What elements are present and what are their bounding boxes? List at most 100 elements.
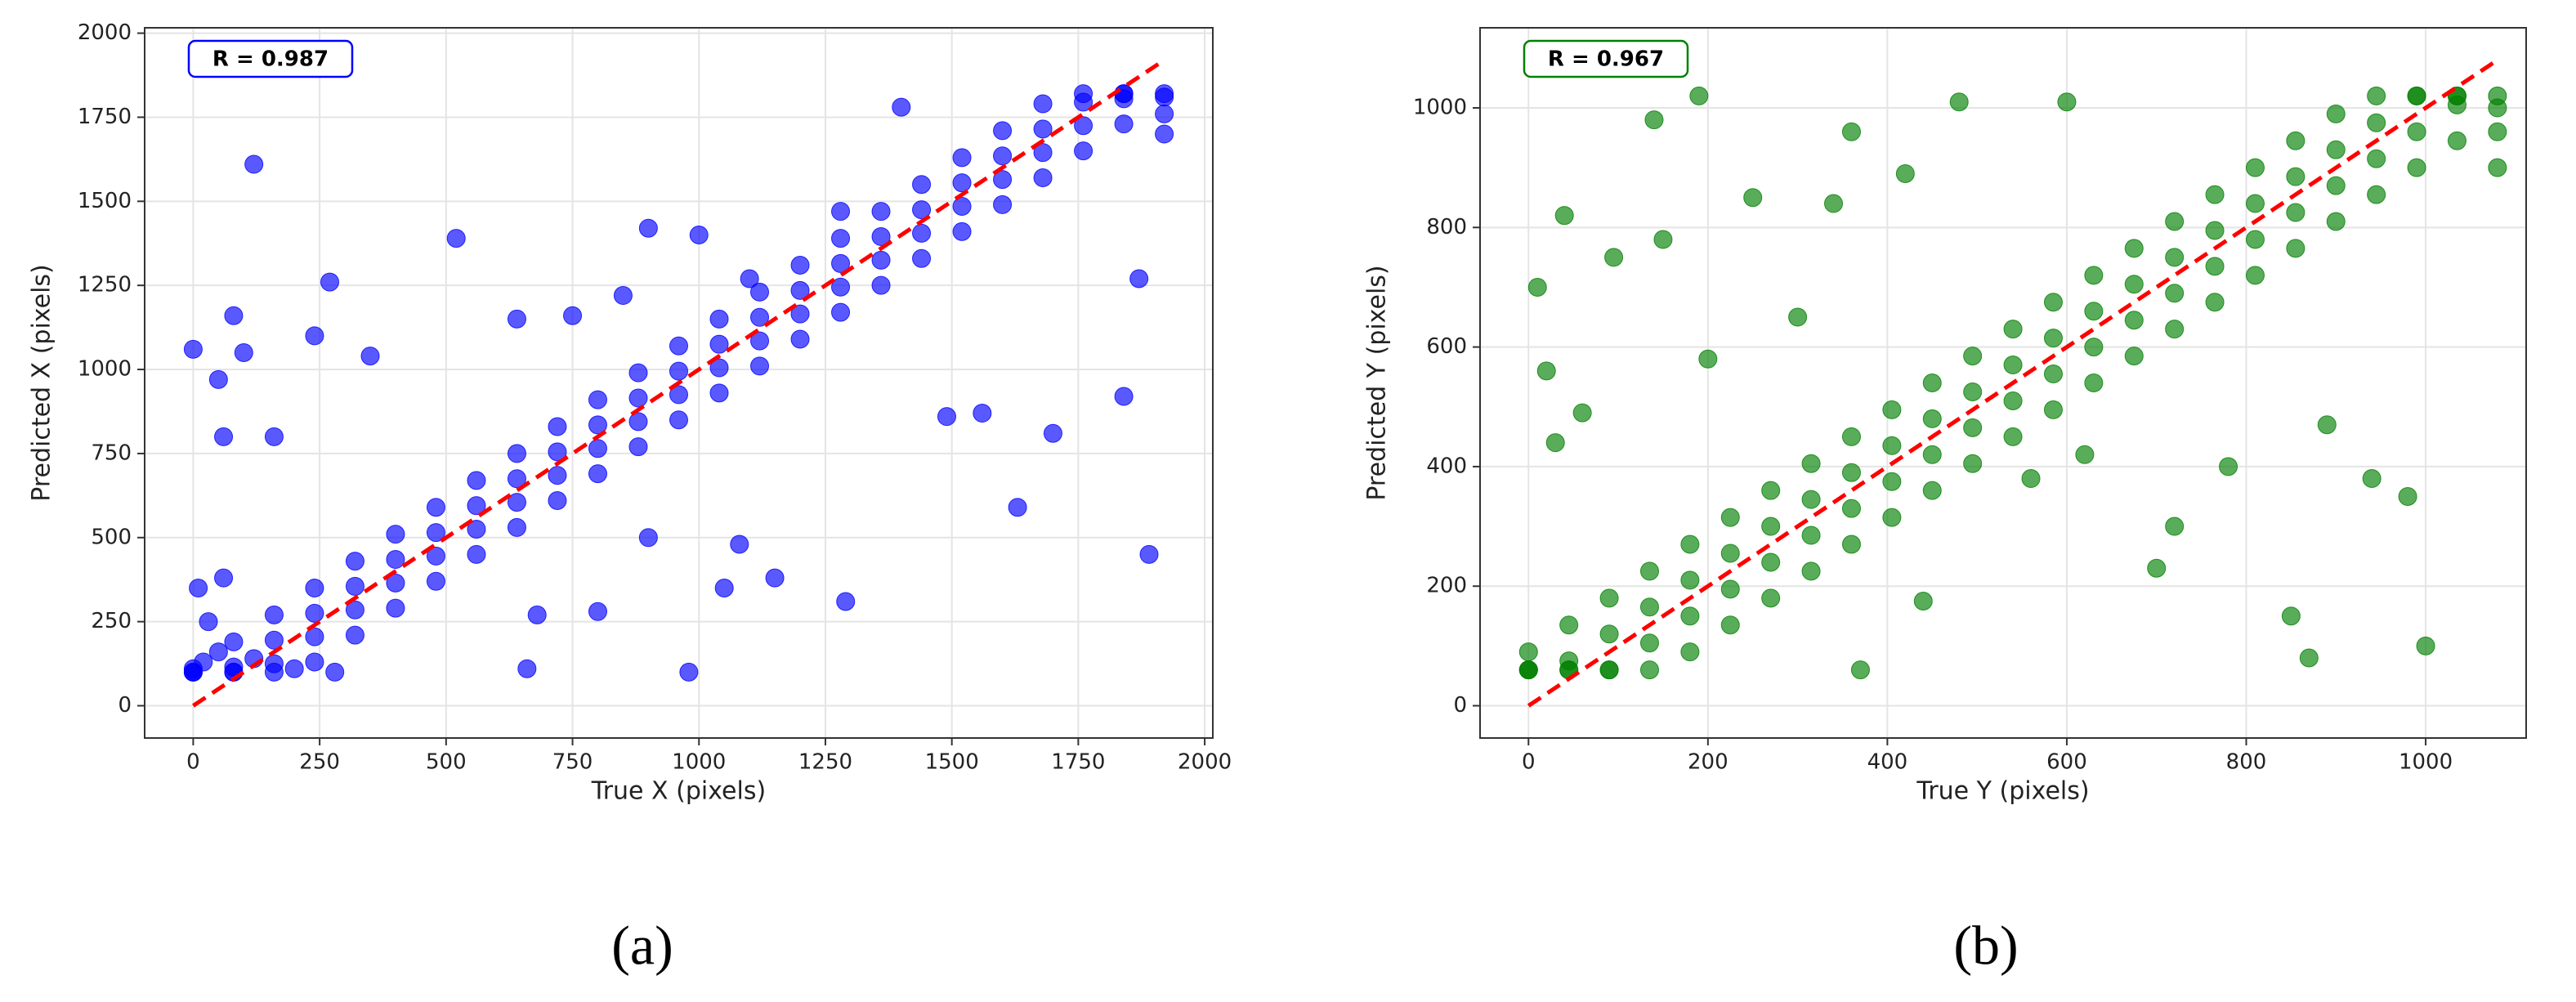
y-tick-label: 0 <box>118 693 132 718</box>
point <box>1033 143 1053 163</box>
point <box>831 277 851 297</box>
point <box>1720 579 1740 599</box>
point <box>679 662 699 682</box>
point <box>790 280 810 300</box>
point <box>244 154 264 174</box>
point <box>2245 194 2265 213</box>
point <box>2084 374 2104 392</box>
y-axis-label: Predicted X (pixels) <box>28 264 56 502</box>
point <box>345 625 364 645</box>
point <box>588 415 607 435</box>
x-tick-label: 2000 <box>1178 750 1232 775</box>
point <box>1761 588 1781 608</box>
point <box>912 223 932 243</box>
point <box>1761 517 1781 536</box>
x-tick-label: 1500 <box>925 750 979 775</box>
point <box>305 578 324 597</box>
point <box>2326 176 2346 195</box>
point <box>790 329 810 349</box>
y-tick-label: 750 <box>91 441 132 465</box>
point <box>284 659 304 678</box>
point <box>588 464 607 484</box>
point <box>467 471 486 490</box>
point <box>912 248 932 268</box>
point <box>1882 400 1902 419</box>
point <box>305 652 324 672</box>
point <box>1599 660 1619 680</box>
point <box>1841 427 1861 446</box>
point <box>669 336 688 356</box>
point <box>345 600 364 620</box>
point <box>709 309 729 329</box>
point <box>1639 561 1659 581</box>
point <box>1882 472 1902 491</box>
point <box>2407 122 2426 141</box>
point <box>790 255 810 275</box>
point <box>638 218 658 238</box>
point <box>264 630 284 650</box>
point <box>2124 311 2144 330</box>
point <box>1895 163 1915 183</box>
point <box>689 225 709 244</box>
point <box>1155 84 1174 104</box>
point <box>1114 84 1134 104</box>
point <box>2407 86 2426 105</box>
point <box>426 571 445 591</box>
point <box>1841 499 1861 518</box>
point <box>1680 606 1700 626</box>
point <box>709 358 729 378</box>
point <box>305 627 324 646</box>
x-tick-label: 400 <box>1867 750 1908 775</box>
point <box>790 304 810 324</box>
point <box>2205 257 2225 276</box>
point <box>2367 113 2386 132</box>
point <box>1913 591 1933 611</box>
point <box>2084 338 2104 357</box>
point <box>628 388 648 408</box>
point <box>548 466 567 485</box>
point <box>1801 561 1821 581</box>
point <box>214 568 234 588</box>
y-tick-label: 2000 <box>78 20 132 45</box>
point <box>446 229 466 248</box>
point <box>1536 361 1556 381</box>
point <box>1720 508 1740 527</box>
point <box>1074 84 1093 104</box>
point <box>1518 642 1538 662</box>
point <box>426 546 445 566</box>
point <box>2326 212 2346 231</box>
point <box>871 227 891 247</box>
point <box>1139 544 1159 564</box>
point <box>2147 558 2167 578</box>
point <box>1033 119 1053 139</box>
point <box>1155 104 1174 123</box>
point <box>548 442 567 462</box>
point <box>2075 445 2095 464</box>
point <box>548 417 567 436</box>
point <box>2326 140 2346 159</box>
point <box>1963 347 1983 366</box>
point <box>1922 445 1942 464</box>
point <box>2043 365 2063 384</box>
point <box>2317 415 2337 435</box>
plot-area <box>1480 28 2526 738</box>
y-tick-label: 600 <box>1426 334 1467 359</box>
point <box>2245 158 2265 177</box>
y-tick-label: 500 <box>91 525 132 549</box>
point <box>2367 185 2386 204</box>
point <box>1074 116 1093 136</box>
point <box>1720 615 1740 635</box>
point <box>1922 409 1942 428</box>
point <box>669 385 688 405</box>
point <box>467 496 486 516</box>
point <box>507 493 526 512</box>
caption: (b) <box>1953 915 2018 977</box>
point <box>1680 642 1700 662</box>
point <box>264 654 284 673</box>
point <box>2286 167 2305 186</box>
point <box>1680 570 1700 590</box>
point <box>1963 454 1983 473</box>
point <box>1761 552 1781 572</box>
point <box>2286 203 2305 222</box>
point <box>1801 526 1821 545</box>
